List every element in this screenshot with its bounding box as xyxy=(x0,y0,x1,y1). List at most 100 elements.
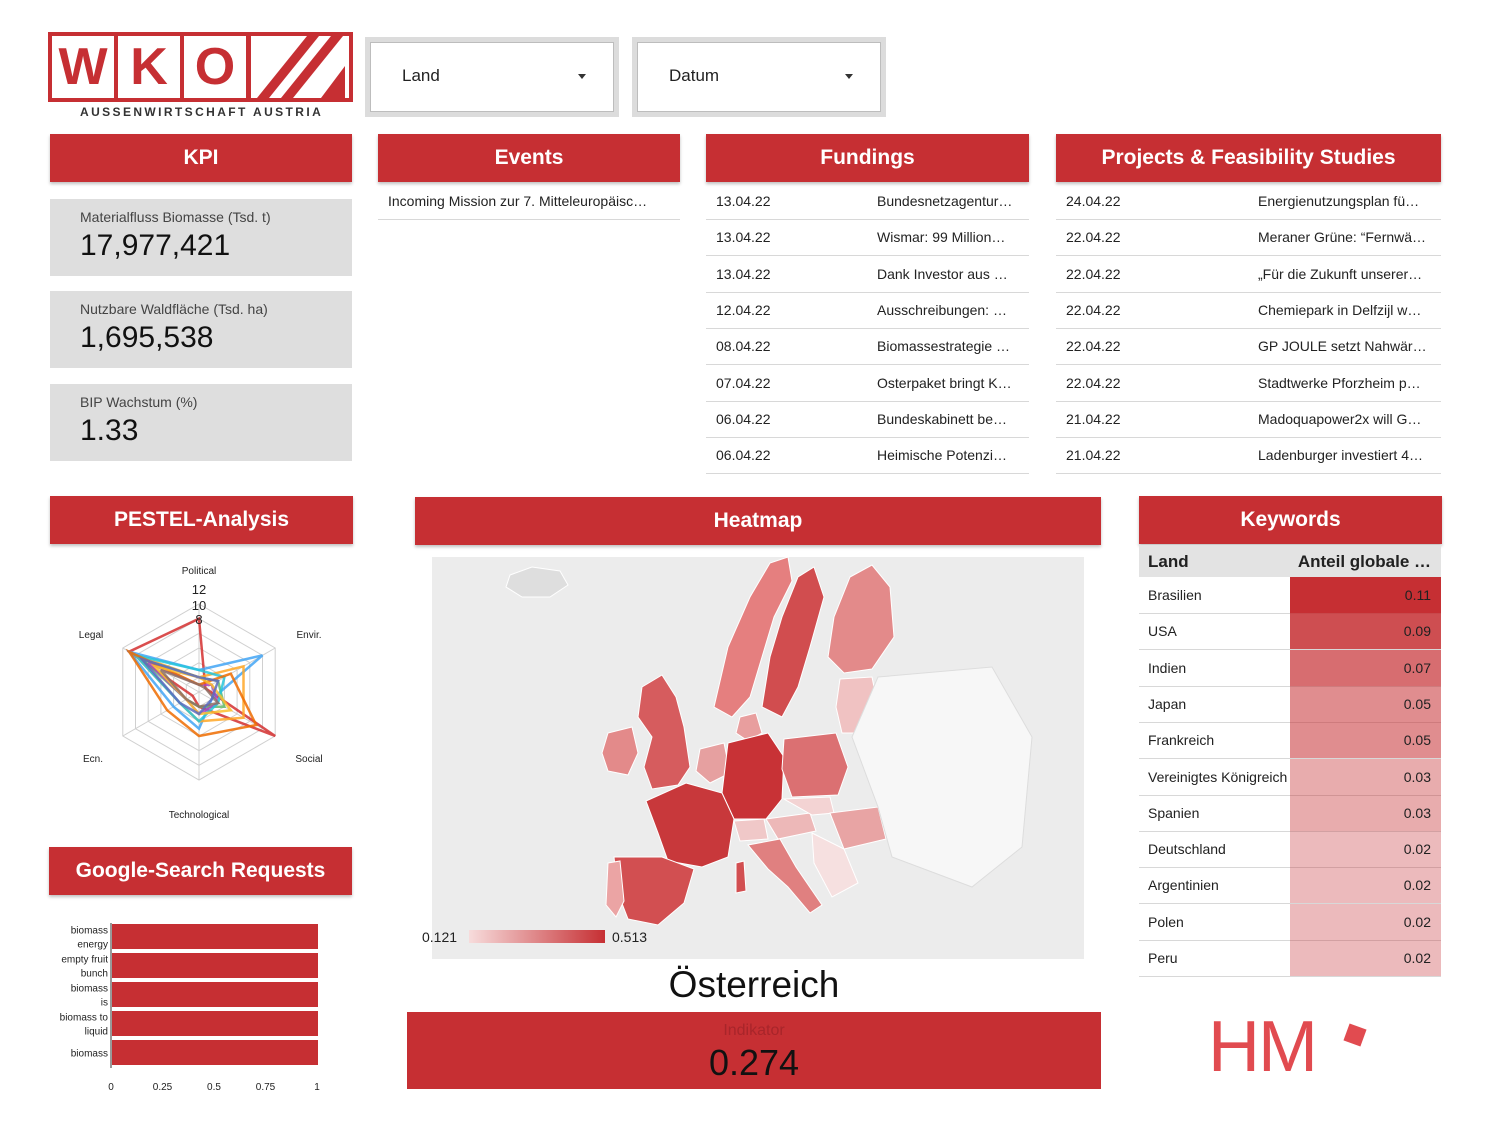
keyword-share-cell: 0.07 xyxy=(1290,649,1441,686)
keyword-share-value: 0.11 xyxy=(1404,587,1431,603)
keyword-share-value: 0.02 xyxy=(1403,841,1431,858)
table-row[interactable]: 06.04.22 Bundeskabinett be… xyxy=(706,401,1029,438)
row-date: 12.04.22 xyxy=(716,301,771,318)
table-row[interactable]: 21.04.22 Ladenburger investiert 4… xyxy=(1056,437,1441,475)
bar-x-tick: 0.5 xyxy=(207,1082,221,1093)
keyword-country: Spanien xyxy=(1148,804,1200,821)
kpi-label: BIP Wachstum (%) xyxy=(80,394,198,410)
row-date: 13.04.22 xyxy=(716,193,771,209)
row-title: Wismar: 99 Million… xyxy=(877,229,1006,246)
table-row[interactable]: 22.04.22 GP JOULE setzt Nahwär… xyxy=(1056,328,1441,366)
event-row[interactable]: Incoming Mission zur 7. Mitteleuropäisc… xyxy=(378,183,680,220)
pestel-radar-chart: Political Envir. Social Technological Ecn. Le… xyxy=(79,566,323,821)
keyword-share-cell: 0.03 xyxy=(1290,758,1441,795)
table-row[interactable]: Peru 0.02 xyxy=(1139,940,1441,977)
table-row[interactable]: 21.04.22 Madoquapower2x will G… xyxy=(1056,401,1441,438)
keyword-share-value: 0.03 xyxy=(1403,768,1431,785)
keyword-share-value: 0.03 xyxy=(1403,804,1431,821)
heatmap-legend-gradient xyxy=(469,930,605,943)
row-date: 24.04.22 xyxy=(1066,193,1121,209)
table-row[interactable]: 06.04.22 Heimische Potenzi… xyxy=(706,437,1029,475)
map-region-uk xyxy=(637,674,691,790)
kpi-value: 17,977,421 xyxy=(80,229,231,262)
table-row[interactable]: Japan 0.05 xyxy=(1139,685,1441,723)
table-row[interactable]: Vereinigtes Königreich 0.03 xyxy=(1139,758,1441,796)
keyword-country: Brasilien xyxy=(1148,587,1202,603)
table-row[interactable]: Deutschland 0.02 xyxy=(1139,831,1441,869)
table-row[interactable]: Argentinien 0.02 xyxy=(1139,867,1441,905)
heatmap-legend-min: 0.121 xyxy=(422,929,458,945)
row-title: Madoquapower2x will G… xyxy=(1258,410,1422,427)
radar-axis-label: Political xyxy=(182,566,216,577)
logo-subtitle: AUSSENWIRTSCHAFT AUSTRIA xyxy=(80,105,324,119)
map-region-poland xyxy=(781,732,849,798)
keyword-share-value: 0.02 xyxy=(1403,950,1431,966)
table-row[interactable]: 12.04.22 Ausschreibungen: … xyxy=(706,292,1029,329)
keyword-country: Peru xyxy=(1148,950,1178,966)
kpi-label: Nutzbare Waldfläche (Tsd. ha) xyxy=(80,301,268,317)
map-region-romania xyxy=(829,806,887,850)
kpi-label: Materialfluss Biomasse (Tsd. t) xyxy=(80,209,271,225)
row-title: Energienutzungsplan fü… xyxy=(1258,193,1420,209)
selected-country: Österreich xyxy=(668,964,840,1005)
map-region-finland xyxy=(827,564,895,674)
land-dropdown[interactable]: Land xyxy=(365,37,619,117)
projects-header: Projects & Feasibility Studies xyxy=(1056,134,1441,182)
table-row[interactable]: Spanien 0.03 xyxy=(1139,794,1441,832)
row-title: Ladenburger investiert 4… xyxy=(1258,447,1423,464)
pestel-header: PESTEL-Analysis xyxy=(50,496,353,544)
row-date: 21.04.22 xyxy=(1066,447,1121,464)
radar-series xyxy=(125,648,259,738)
map-region-sweden xyxy=(761,566,825,718)
search-header: Google-Search Requests xyxy=(49,847,352,895)
bar-category-label: empty fruit bunch xyxy=(61,955,108,980)
hm-logo: HM xyxy=(1208,1007,1378,1090)
keyword-share-cell: 0.05 xyxy=(1290,685,1441,722)
keyword-country: Polen xyxy=(1148,913,1184,930)
table-row[interactable]: 22.04.22 Meraner Grüne: “Fernwä… xyxy=(1056,219,1441,257)
bar xyxy=(112,953,318,978)
keyword-share-value: 0.02 xyxy=(1403,913,1431,930)
keyword-share-value: 0.07 xyxy=(1403,659,1431,676)
logo-letter-w: W xyxy=(52,36,114,98)
map-region-east xyxy=(851,666,1033,888)
table-row[interactable]: 07.04.22 Osterpaket bringt K… xyxy=(706,365,1029,402)
table-row[interactable]: Frankreich 0.05 xyxy=(1139,722,1441,760)
keyword-share-cell: 0.02 xyxy=(1290,867,1441,904)
fundings-header: Fundings xyxy=(706,134,1029,182)
keyword-share-cell: 0.11 xyxy=(1290,577,1441,613)
keyword-share-cell: 0.02 xyxy=(1290,831,1441,868)
radar-series xyxy=(137,656,220,716)
table-row[interactable]: 22.04.22 Chemiepark in Delfzijl w… xyxy=(1056,292,1441,329)
table-row[interactable]: 13.04.22 Bundesnetzagentur… xyxy=(706,183,1029,220)
col-anteil[interactable]: Anteil globale … xyxy=(1297,552,1431,571)
row-title: Ausschreibungen: … xyxy=(877,301,1007,318)
table-row[interactable]: 13.04.22 Wismar: 99 Million… xyxy=(706,219,1029,257)
bar xyxy=(112,924,318,949)
land-dropdown-label: Land xyxy=(402,66,440,85)
row-date: 22.04.22 xyxy=(1066,265,1121,282)
table-row[interactable]: 24.04.22 Energienutzungsplan fü… xyxy=(1056,183,1441,220)
keyword-share-value: 0.02 xyxy=(1403,877,1431,894)
table-row[interactable]: USA 0.09 xyxy=(1139,613,1441,651)
map-region-norway xyxy=(713,557,793,718)
table-row[interactable]: 13.04.22 Dank Investor aus … xyxy=(706,256,1029,293)
map-region-switzerland xyxy=(733,818,769,842)
kpi-value: 1,695,538 xyxy=(80,321,214,354)
table-row[interactable]: Indien 0.07 xyxy=(1139,649,1441,687)
table-row[interactable]: Brasilien 0.11 xyxy=(1139,577,1441,614)
table-row[interactable]: 08.04.22 Biomassestrategie … xyxy=(706,328,1029,366)
table-row[interactable]: 22.04.22 „Für die Zukunft unserer… xyxy=(1056,256,1441,293)
bar xyxy=(112,1011,318,1036)
map-region-france xyxy=(645,782,735,868)
table-row[interactable]: 22.04.22 Stadtwerke Pforzheim p… xyxy=(1056,365,1441,402)
keyword-share-value: 0.09 xyxy=(1403,623,1431,640)
logo-mark-icon xyxy=(251,36,349,98)
col-land[interactable]: Land xyxy=(1148,552,1189,571)
bar-category-label: biomass xyxy=(71,1049,108,1060)
datum-dropdown[interactable]: Datum xyxy=(632,37,886,117)
table-row[interactable]: Polen 0.02 xyxy=(1139,903,1441,941)
row-title: GP JOULE setzt Nahwär… xyxy=(1258,338,1427,355)
map-region-austria xyxy=(765,812,817,840)
heatmap-legend-max: 0.513 xyxy=(612,929,648,945)
